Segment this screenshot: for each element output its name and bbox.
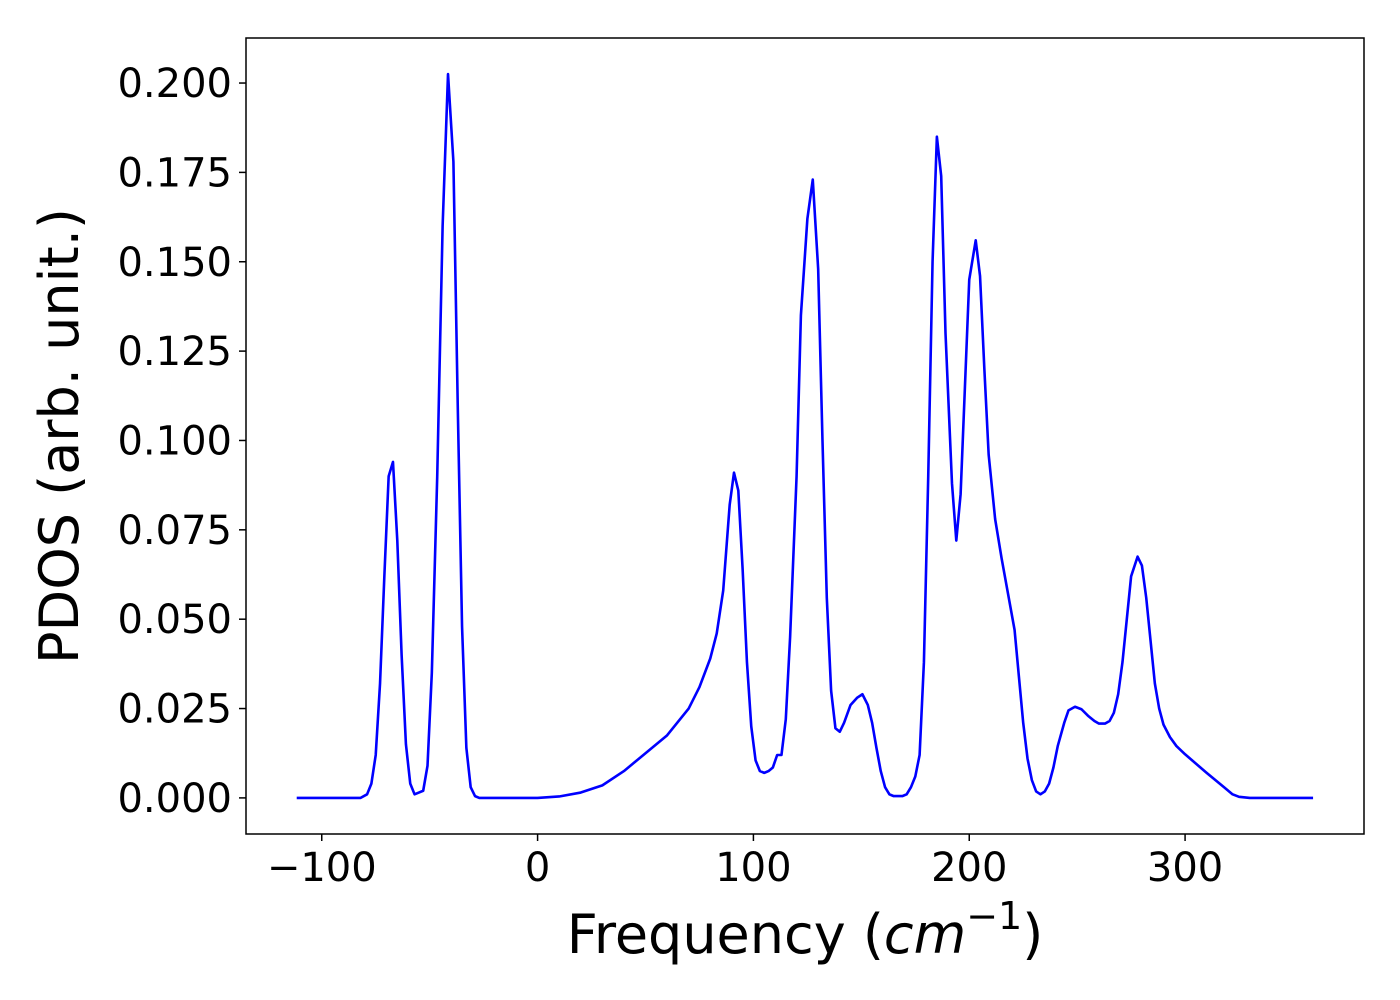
plot-frame bbox=[245, 37, 1365, 835]
x-tick-label: −100 bbox=[267, 845, 377, 891]
x-tick-label: 100 bbox=[715, 845, 791, 891]
data-line bbox=[296, 72, 1314, 800]
x-tick-label: 0 bbox=[525, 845, 550, 891]
y-tick-label: 0.075 bbox=[117, 508, 232, 554]
x-tick-label: 200 bbox=[931, 845, 1007, 891]
y-tick-label: 0.200 bbox=[117, 61, 232, 107]
y-tick-label: 0.000 bbox=[117, 776, 232, 822]
x-tick-label: 300 bbox=[1147, 845, 1223, 891]
y-tick-label: 0.175 bbox=[117, 150, 232, 196]
y-tick-label: 0.150 bbox=[117, 240, 232, 286]
y-tick-label: 0.125 bbox=[117, 329, 232, 375]
x-label-close: ) bbox=[1022, 903, 1043, 966]
y-tick-label: 0.050 bbox=[117, 597, 232, 643]
y-axis-label: PDOS (arb. unit.) bbox=[28, 208, 91, 664]
y-tick-label: 0.025 bbox=[117, 687, 232, 733]
x-label-exponent: −1 bbox=[966, 894, 1022, 938]
x-label-text: Frequency ( bbox=[567, 903, 884, 966]
x-label-unit: cm bbox=[884, 903, 966, 966]
y-tick-label: 0.100 bbox=[117, 418, 232, 464]
x-axis-label: Frequency (cm−1) bbox=[567, 894, 1044, 966]
